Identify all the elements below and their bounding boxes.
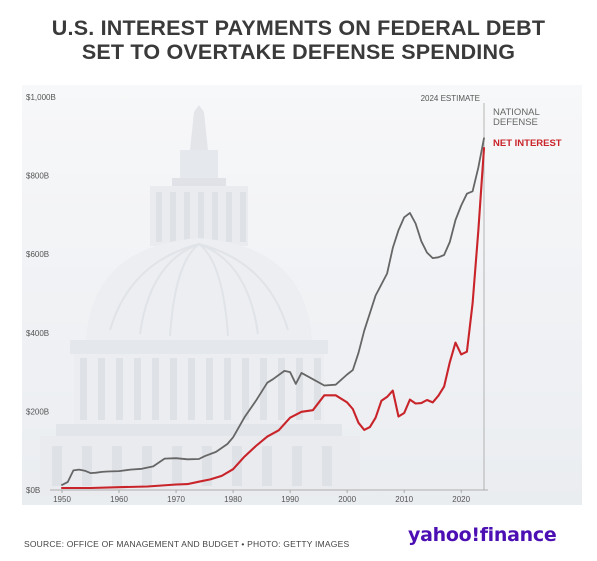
source-note: SOURCE: OFFICE OF MANAGEMENT AND BUDGET … [24,539,350,549]
brand-part-1: yahoo [408,524,472,546]
legend-national-defense: NATIONAL [493,107,540,118]
national-defense-line [61,137,485,486]
x-tick-label: 2010 [395,495,413,504]
y-tick-label: $200B [26,407,49,416]
brand-part-2: finance [479,524,557,546]
brand-mark: ! [471,524,480,546]
y-tick-label: $600B [26,250,49,259]
net-interest-line [60,147,486,490]
chart-axes: $0B $200B $400B $600B $800B $1,000B 1950 1960 19… [26,93,488,504]
series-lines [60,137,486,490]
x-tick-label: 1990 [281,495,299,504]
capitol-dome-photo [22,85,582,505]
title-line-2: SET TO OVERTAKE DEFENSE SPENDING [81,40,516,64]
y-tick-label: $0B [26,486,40,495]
x-tick-label: 1970 [167,495,185,504]
yahoo-finance-logo: yahoo!finance [408,524,557,546]
x-tick-label: 1960 [110,495,128,504]
chart-title: U.S. INTEREST PAYMENTS ON FEDERAL DEBT S… [0,16,597,64]
legend-net-interest: NET INTEREST [493,138,562,149]
y-tick-label: $800B [26,172,49,181]
title-line-1: U.S. INTEREST PAYMENTS ON FEDERAL DEBT [51,16,546,40]
x-tick-label: 2020 [452,495,470,504]
x-tick-label: 2000 [338,495,356,504]
y-tick-label: $1,000B [26,93,56,102]
legend-national-defense: DEFENSE [493,117,538,128]
x-tick-label: 1980 [224,495,242,504]
estimate-label: 2024 ESTIMATE [421,94,480,103]
y-tick-label: $400B [26,329,49,338]
x-tick-label: 1950 [53,495,71,504]
estimate-annotation: 2024 ESTIMATE [421,94,485,490]
